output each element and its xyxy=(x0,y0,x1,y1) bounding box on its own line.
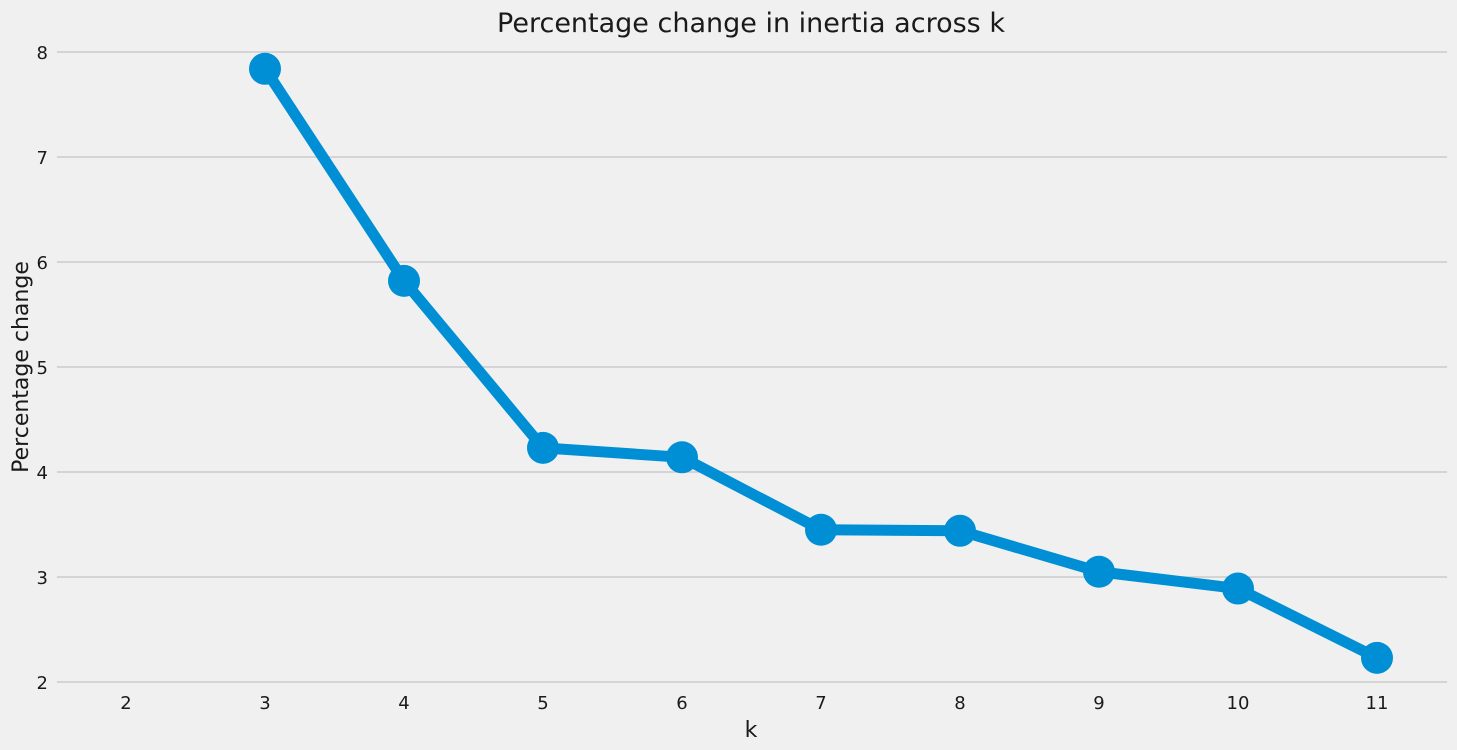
x-tick-label: 9 xyxy=(1093,693,1104,714)
data-point xyxy=(388,264,420,297)
y-tick-label: 4 xyxy=(37,463,48,484)
x-axis-ticks: 2 3 4 5 6 7 8 9 10 11 xyxy=(120,693,1388,714)
data-point xyxy=(1222,572,1254,605)
data-point xyxy=(805,513,837,546)
x-tick-label: 4 xyxy=(398,693,409,714)
y-axis-ticks: 2 3 4 5 6 7 8 xyxy=(37,43,48,694)
data-point xyxy=(527,431,559,464)
data-point xyxy=(666,441,698,474)
y-tick-label: 3 xyxy=(37,568,48,589)
y-axis-label: Percentage change xyxy=(9,261,34,473)
x-tick-label: 6 xyxy=(676,693,687,714)
series-layer xyxy=(249,52,1393,674)
chart-title: Percentage change in inertia across k xyxy=(497,8,1005,39)
x-tick-label: 8 xyxy=(954,693,965,714)
x-tick-label: 2 xyxy=(120,693,131,714)
data-point xyxy=(249,52,281,85)
x-axis-label: k xyxy=(745,718,758,743)
y-tick-label: 5 xyxy=(37,358,48,379)
y-tick-label: 8 xyxy=(37,43,48,64)
x-tick-label: 5 xyxy=(537,693,548,714)
y-tick-label: 7 xyxy=(37,148,48,169)
x-tick-label: 10 xyxy=(1227,693,1250,714)
data-point xyxy=(1083,555,1115,588)
x-tick-label: 11 xyxy=(1366,693,1389,714)
x-tick-label: 3 xyxy=(259,693,270,714)
x-tick-label: 7 xyxy=(815,693,826,714)
y-tick-label: 6 xyxy=(37,253,48,274)
data-point xyxy=(944,514,976,547)
data-point xyxy=(1361,641,1393,674)
gridlines xyxy=(57,51,1447,683)
y-tick-label: 2 xyxy=(37,673,48,694)
